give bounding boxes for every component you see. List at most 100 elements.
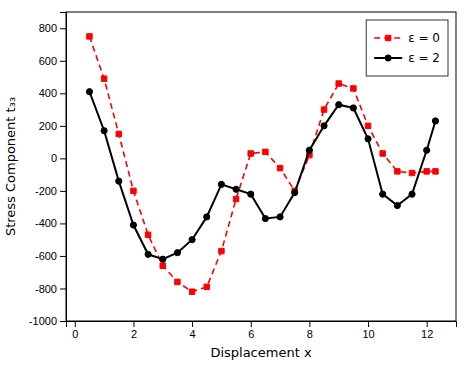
legend-marker — [385, 35, 390, 40]
series-marker — [101, 76, 106, 81]
y-tick-mark — [60, 93, 66, 94]
legend-item: ε = 2 — [374, 51, 440, 65]
x-axis: 0 2 4 6 8 10 12 — [67, 321, 457, 340]
y-axis: -1000 -800 -600 -400 -200 0 200 400 600 800 — [29, 13, 67, 328]
x-tick-label: 2 — [131, 328, 137, 340]
series-marker — [409, 170, 414, 175]
series-line — [89, 92, 435, 260]
legend-box — [366, 20, 448, 76]
y-tick: -400 — [35, 217, 66, 229]
series-marker — [145, 251, 151, 257]
y-axis-title: Stress Component t₃₃ — [3, 97, 18, 236]
x-tick-label: 6 — [248, 328, 254, 340]
x-tick-mark — [309, 321, 310, 327]
x-tick: 10 — [362, 321, 374, 340]
y-tick-label: 600 — [39, 55, 57, 67]
series-marker — [394, 202, 400, 208]
x-tick-label: 8 — [307, 328, 313, 340]
series-marker — [204, 284, 209, 289]
series-marker — [160, 256, 166, 262]
x-tick: 12 — [421, 321, 433, 340]
y-tick: -200 — [35, 185, 66, 197]
y-tick: 800 — [39, 22, 66, 34]
series-marker — [336, 81, 341, 86]
series-marker — [351, 86, 356, 91]
x-tick-mark — [427, 321, 428, 327]
y-tick-label: -600 — [35, 250, 57, 262]
x-tick-label: 12 — [421, 328, 433, 340]
y-tick-mark — [60, 61, 66, 62]
chart-container: 0 2 4 6 8 10 12 -1000 -800 -600 -400 -200 0 200 400 600… — [0, 0, 470, 365]
series-marker — [380, 151, 385, 156]
series-marker — [189, 237, 195, 243]
series-marker — [263, 149, 268, 154]
series-marker — [424, 169, 429, 174]
series-marker — [233, 196, 238, 201]
y-tick: 200 — [39, 120, 66, 132]
series-marker — [395, 169, 400, 174]
series-marker — [365, 123, 370, 128]
y-tick-mark — [60, 223, 66, 224]
x-tick-label: 10 — [362, 328, 374, 340]
x-tick-label: 4 — [190, 328, 196, 340]
y-tick-label: -200 — [35, 185, 57, 197]
series-marker — [277, 214, 283, 220]
series-marker — [131, 188, 136, 193]
y-tick: 400 — [39, 87, 66, 99]
chart-svg: 0 2 4 6 8 10 12 -1000 -800 -600 -400 -200 0 200 400 600… — [0, 0, 470, 365]
series-marker — [292, 189, 298, 195]
x-tick: 6 — [248, 321, 254, 340]
series-marker — [336, 102, 342, 108]
series-marker — [365, 136, 371, 142]
x-tick-label: 0 — [72, 328, 78, 340]
series-marker — [204, 214, 210, 220]
legend-item: ε = 0 — [374, 31, 440, 45]
y-tick-mark — [60, 28, 66, 29]
x-axis-title: Displacement x — [210, 345, 312, 360]
series-marker — [116, 131, 121, 136]
y-tick-label: 200 — [39, 120, 57, 132]
series-marker — [424, 147, 430, 153]
series-marker — [380, 191, 386, 197]
series-marker — [219, 248, 224, 253]
series-marker — [160, 263, 165, 268]
series-marker — [174, 250, 180, 256]
x-tick-mark — [133, 321, 134, 327]
series-marker — [218, 181, 224, 187]
legend-label: ε = 0 — [408, 31, 440, 45]
x-tick-mark — [192, 321, 193, 327]
y-axis-line — [60, 13, 67, 322]
y-tick-label: 800 — [39, 22, 57, 34]
y-tick-mark — [60, 256, 66, 257]
series-marker — [101, 128, 107, 134]
series-marker — [145, 232, 150, 237]
legend: ε = 0 ε = 2 — [366, 20, 448, 76]
y-tick-mark — [60, 288, 66, 289]
legend-label: ε = 2 — [408, 51, 440, 65]
y-tick: -800 — [35, 282, 66, 294]
x-tick: 4 — [190, 321, 196, 340]
series-marker — [248, 191, 254, 197]
x-tick: 0 — [72, 321, 78, 340]
series-marker — [87, 34, 92, 39]
series-marker — [277, 165, 282, 170]
y-tick: 0 — [51, 152, 66, 164]
y-tick-label: -1000 — [29, 315, 57, 327]
series-marker — [350, 105, 356, 111]
series-marker — [432, 118, 438, 124]
series-marker — [130, 222, 136, 228]
x-axis-line — [67, 322, 457, 328]
series-marker — [248, 151, 253, 156]
series-marker — [233, 186, 239, 192]
series-marker — [433, 169, 438, 174]
plot-frame — [66, 12, 456, 321]
plot-area: 0 2 4 6 8 10 12 -1000 -800 -600 -400 -200 0 200 400 600… — [29, 12, 457, 340]
series-marker — [116, 178, 122, 184]
y-tick-mark — [60, 126, 66, 127]
legend-marker — [385, 55, 391, 61]
x-tick-mark — [75, 321, 76, 327]
series-marker — [262, 215, 268, 221]
y-tick-mark — [60, 158, 66, 159]
x-tick: 8 — [307, 321, 313, 340]
series-marker — [409, 191, 415, 197]
